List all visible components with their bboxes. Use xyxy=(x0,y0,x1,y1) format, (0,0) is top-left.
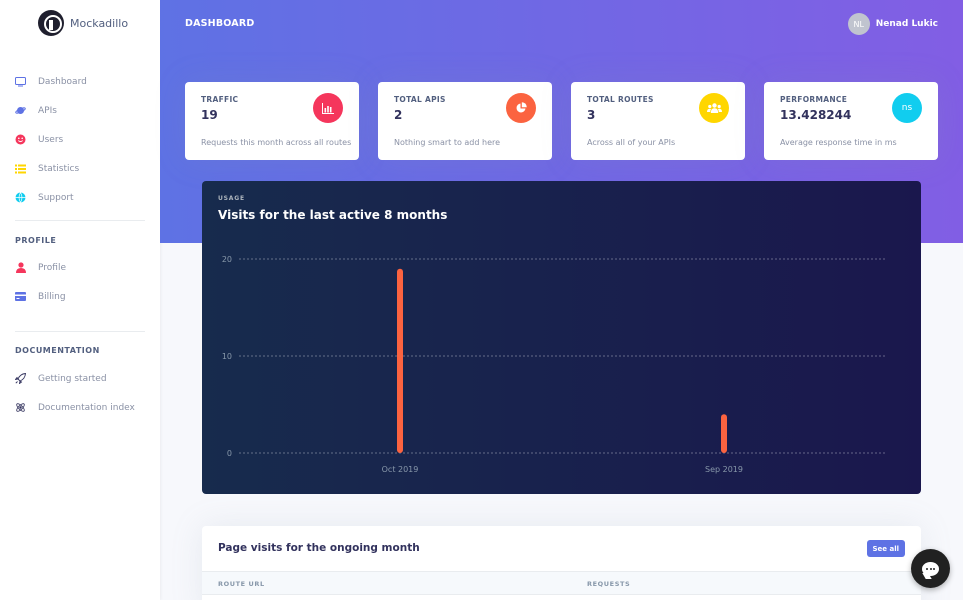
card-subtitle: Average response time in ms xyxy=(780,138,897,147)
sidebar-item-label: Dashboard xyxy=(38,76,87,87)
sidebar-item-getting-started[interactable]: Getting started xyxy=(0,364,160,393)
card-subtitle: Nothing smart to add here xyxy=(394,138,501,147)
sidebar-divider xyxy=(15,331,145,332)
y-tick-label: 10 xyxy=(222,352,232,361)
sidebar-item-apis[interactable]: APIs xyxy=(0,96,160,125)
chart-overline: USAGE xyxy=(218,195,245,202)
card-value: 19 xyxy=(201,108,218,122)
y-tick-label: 20 xyxy=(222,255,232,264)
main-nav: Dashboard APIs Users Statistics Support xyxy=(0,67,160,212)
brand-name: Mockadillo xyxy=(70,16,129,30)
column-header-route-url: ROUTE URL xyxy=(218,580,265,588)
page-title[interactable]: DASHBOARD xyxy=(185,18,255,29)
docs-section-title: DOCUMENTATION xyxy=(15,346,100,355)
pie-chart-icon xyxy=(506,93,536,123)
x-tick-label: Oct 2019 xyxy=(382,465,419,474)
sidebar-item-statistics[interactable]: Statistics xyxy=(0,154,160,183)
sidebar-item-billing[interactable]: Billing xyxy=(0,282,160,311)
chat-bubble-icon xyxy=(922,561,939,576)
card-label: TOTAL ROUTES xyxy=(587,95,654,104)
planet-icon xyxy=(15,105,26,116)
sidebar-item-label: Billing xyxy=(38,291,66,302)
docs-nav: Getting started Documentation index xyxy=(0,364,160,422)
credit-card-icon xyxy=(15,291,26,302)
user-name: Nenad Lukic xyxy=(875,19,938,29)
profile-nav: Profile Billing xyxy=(0,253,160,311)
monitor-icon xyxy=(15,76,26,87)
card-value: 13.428244 xyxy=(780,108,852,122)
card-label: TRAFFIC xyxy=(201,95,239,104)
x-tick-label: Sep 2019 xyxy=(705,465,743,474)
profile-section-title: PROFILE xyxy=(15,236,57,245)
users-icon xyxy=(699,93,729,123)
card-subtitle: Across all of your APIs xyxy=(587,138,676,147)
sidebar-item-profile[interactable]: Profile xyxy=(0,253,160,282)
sidebar-item-users[interactable]: Users xyxy=(0,125,160,154)
sidebar-item-dashboard[interactable]: Dashboard xyxy=(0,67,160,96)
user-menu[interactable]: NL Nenad Lukic xyxy=(847,13,938,35)
table-title: Page visits for the ongoing month xyxy=(218,542,420,554)
page-visits-card: Page visits for the ongoing month See al… xyxy=(202,526,921,600)
chart-bar[interactable] xyxy=(721,414,727,453)
usage-chart: 20 10 0 Oct 2019 Sep 2019 xyxy=(222,255,886,474)
y-tick-label: 0 xyxy=(227,449,232,458)
chart-bar[interactable] xyxy=(397,268,403,453)
brand[interactable]: Mockadillo xyxy=(38,10,128,36)
user-icon xyxy=(15,262,26,273)
list-icon xyxy=(15,163,26,174)
chart-title: Visits for the last active 8 months xyxy=(218,208,448,222)
sidebar-item-label: Statistics xyxy=(38,163,80,174)
card-label: TOTAL APIS xyxy=(394,95,446,104)
column-header-requests: REQUESTS xyxy=(587,580,631,588)
globe-icon xyxy=(15,192,26,203)
spaceship-icon xyxy=(15,373,26,384)
usage-chart-panel: USAGE Visits for the last active 8 month… xyxy=(202,181,921,494)
atom-icon xyxy=(15,402,26,413)
sidebar-item-label: Documentation index xyxy=(38,402,135,413)
avatar: NL xyxy=(847,13,870,35)
sidebar-divider xyxy=(15,220,145,221)
card-value: 3 xyxy=(587,108,596,122)
card-subtitle: Requests this month across all routes xyxy=(201,138,352,147)
armadillo-logo-icon xyxy=(38,10,64,36)
see-all-button[interactable]: See all xyxy=(866,540,905,557)
card-label: PERFORMANCE xyxy=(780,95,848,104)
stat-card-traffic: TRAFFIC 19 Requests this month across al… xyxy=(185,82,359,160)
sidebar-item-label: Getting started xyxy=(38,373,107,384)
stat-card-total-apis: TOTAL APIS 2 Nothing smart to add here xyxy=(378,82,552,160)
stat-card-performance: PERFORMANCE 13.428244 Average response t… xyxy=(764,82,938,160)
sidebar-item-documentation-index[interactable]: Documentation index xyxy=(0,393,160,422)
sidebar-item-label: APIs xyxy=(38,105,57,116)
sidebar-item-label: Support xyxy=(38,192,74,203)
sidebar-item-support[interactable]: Support xyxy=(0,183,160,212)
sidebar-item-label: Users xyxy=(38,134,64,145)
card-value: 2 xyxy=(394,108,403,122)
sidebar-item-label: Profile xyxy=(38,262,66,273)
smiley-icon xyxy=(15,134,26,145)
ns-icon: ns xyxy=(892,93,922,123)
sidebar: Mockadillo Dashboard APIs Users Statisti… xyxy=(0,0,160,600)
table-header: ROUTE URL REQUESTS xyxy=(202,571,921,595)
bar-chart-icon xyxy=(313,93,343,123)
stat-card-total-routes: TOTAL ROUTES 3 Across all of your APIs xyxy=(571,82,745,160)
chat-button[interactable] xyxy=(911,549,950,588)
